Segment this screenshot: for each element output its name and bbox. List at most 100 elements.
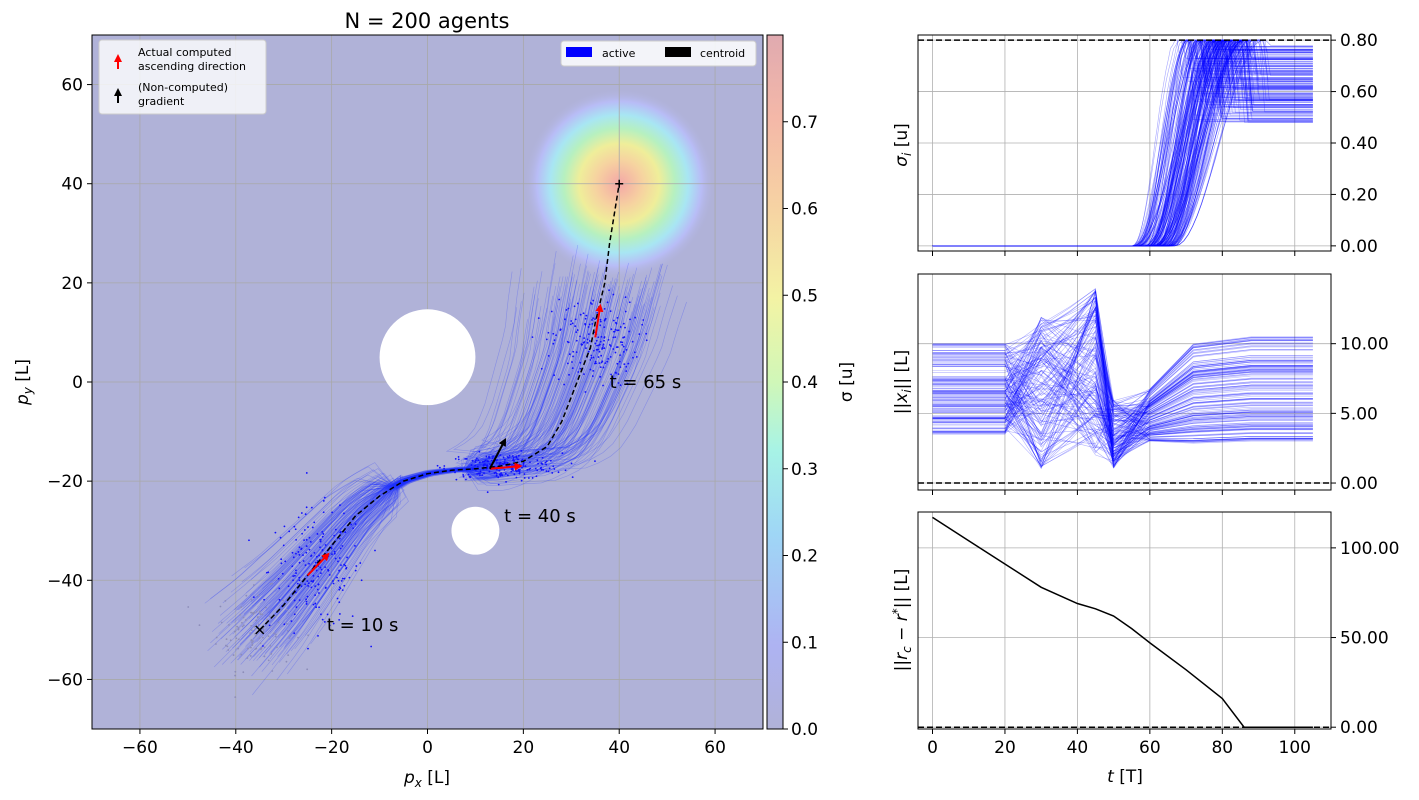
agent-dot — [331, 511, 334, 514]
agent-dot — [552, 342, 555, 345]
agent-sigma-line — [932, 39, 1313, 247]
agent-formation-line — [932, 300, 1313, 435]
agent-formation-line — [932, 360, 1313, 433]
agent-dot — [255, 610, 258, 613]
agent-dot — [298, 553, 301, 556]
agent-dot — [259, 642, 262, 645]
agent-formation-line — [932, 358, 1313, 438]
agent-dot — [506, 474, 509, 477]
agent-dot — [270, 652, 273, 655]
agent-formation-line — [932, 310, 1313, 443]
agent-dot — [511, 455, 514, 457]
agent-dot — [352, 527, 355, 530]
agent-sigma-line — [932, 39, 1313, 247]
agent-formation-line — [932, 343, 1313, 452]
agent-dot — [310, 580, 313, 583]
agent-dot — [503, 461, 506, 464]
agent-formation-line — [932, 307, 1313, 440]
agent-sigma-line — [932, 39, 1313, 247]
agent-formation-line — [932, 298, 1313, 462]
agent-dot — [295, 538, 298, 541]
agent-dot — [583, 337, 586, 340]
agent-dot — [457, 458, 460, 461]
agent-dot — [346, 556, 348, 559]
agent-dot — [600, 335, 603, 338]
agent-sigma-line — [932, 39, 1313, 247]
agent-dot — [542, 468, 545, 471]
agent-formation-line — [932, 293, 1313, 452]
agent-dot — [511, 464, 514, 466]
agent-dot — [477, 459, 480, 462]
agent-dot — [576, 329, 579, 331]
agent-dot — [552, 465, 555, 468]
agent-dot — [298, 576, 301, 579]
agent-sigma-line — [932, 39, 1313, 247]
agent-sigma-line — [932, 39, 1313, 247]
agent-dot — [315, 606, 318, 609]
agent-sigma-line — [932, 39, 1313, 247]
agent-formation-line — [932, 377, 1313, 466]
agent-formation-line — [932, 337, 1313, 452]
agent-dot — [569, 323, 572, 326]
agent-sigma-line — [932, 39, 1313, 247]
agent-trajectory — [233, 276, 561, 611]
agent-sigma-line — [932, 39, 1313, 247]
agent-dot — [645, 332, 648, 335]
agent-dot — [302, 560, 305, 562]
agent-dot — [610, 328, 613, 331]
agent-dot — [252, 613, 255, 615]
agent-formation-line — [932, 317, 1313, 461]
agent-dot — [274, 531, 277, 534]
agent-formation-line — [932, 336, 1313, 413]
agent-dot — [317, 635, 319, 637]
agent-dot — [284, 560, 287, 563]
agent-trajectory — [269, 293, 620, 633]
agent-dot — [462, 475, 465, 478]
agent-dot — [570, 320, 573, 322]
agent-sigma-line — [932, 39, 1313, 247]
agent-dot — [502, 456, 505, 459]
agent-dot — [571, 476, 574, 479]
agent-sigma-line — [932, 39, 1313, 247]
agent-trajectory — [278, 315, 635, 663]
agent-dot — [302, 554, 304, 557]
agent-dot — [599, 320, 602, 323]
agent-formation-line — [932, 289, 1313, 460]
agent-dot — [292, 579, 294, 582]
agent-dot — [464, 457, 467, 460]
agent-sigma-line — [932, 39, 1313, 247]
agent-sigma-line — [932, 39, 1313, 247]
agent-dot — [297, 551, 300, 553]
agent-formation-line — [932, 341, 1313, 438]
agent-sigma-line — [932, 39, 1313, 247]
agent-dot — [311, 526, 314, 529]
agent-formation-line — [932, 309, 1313, 442]
agent-dot — [602, 384, 604, 387]
agent-sigma-line — [932, 39, 1313, 247]
agent-sigma-line — [932, 39, 1313, 247]
agent-sigma-line — [932, 39, 1313, 247]
agent-formation-line — [932, 329, 1313, 466]
agent-sigma-line — [932, 39, 1313, 247]
agent-dot — [339, 587, 342, 590]
agent-dot — [198, 624, 201, 627]
x-tick-label: 40 — [608, 738, 630, 758]
agent-dot — [633, 351, 636, 354]
agent-dot — [337, 560, 339, 563]
agent-dot — [591, 323, 594, 325]
agent-formation-line — [932, 360, 1313, 459]
legend-centroid-swatch — [665, 47, 691, 57]
agent-formation-line — [932, 340, 1313, 464]
agent-dot — [619, 354, 621, 357]
agent-sigma-line — [932, 39, 1313, 247]
agent-dot — [612, 348, 615, 350]
agent-sigma-line — [932, 39, 1313, 247]
agent-dot — [283, 623, 286, 626]
agent-sigma-line — [932, 39, 1313, 247]
agent-sigma-line — [932, 39, 1313, 247]
main-map-panel: t = 10 s t = 40 s t = 65 s −60 −40 −20 0 20 40 6… — [13, 9, 764, 790]
agent-dot — [490, 459, 493, 462]
agent-dot — [594, 460, 596, 463]
agent-dot — [571, 367, 574, 370]
agent-dot — [303, 539, 305, 542]
